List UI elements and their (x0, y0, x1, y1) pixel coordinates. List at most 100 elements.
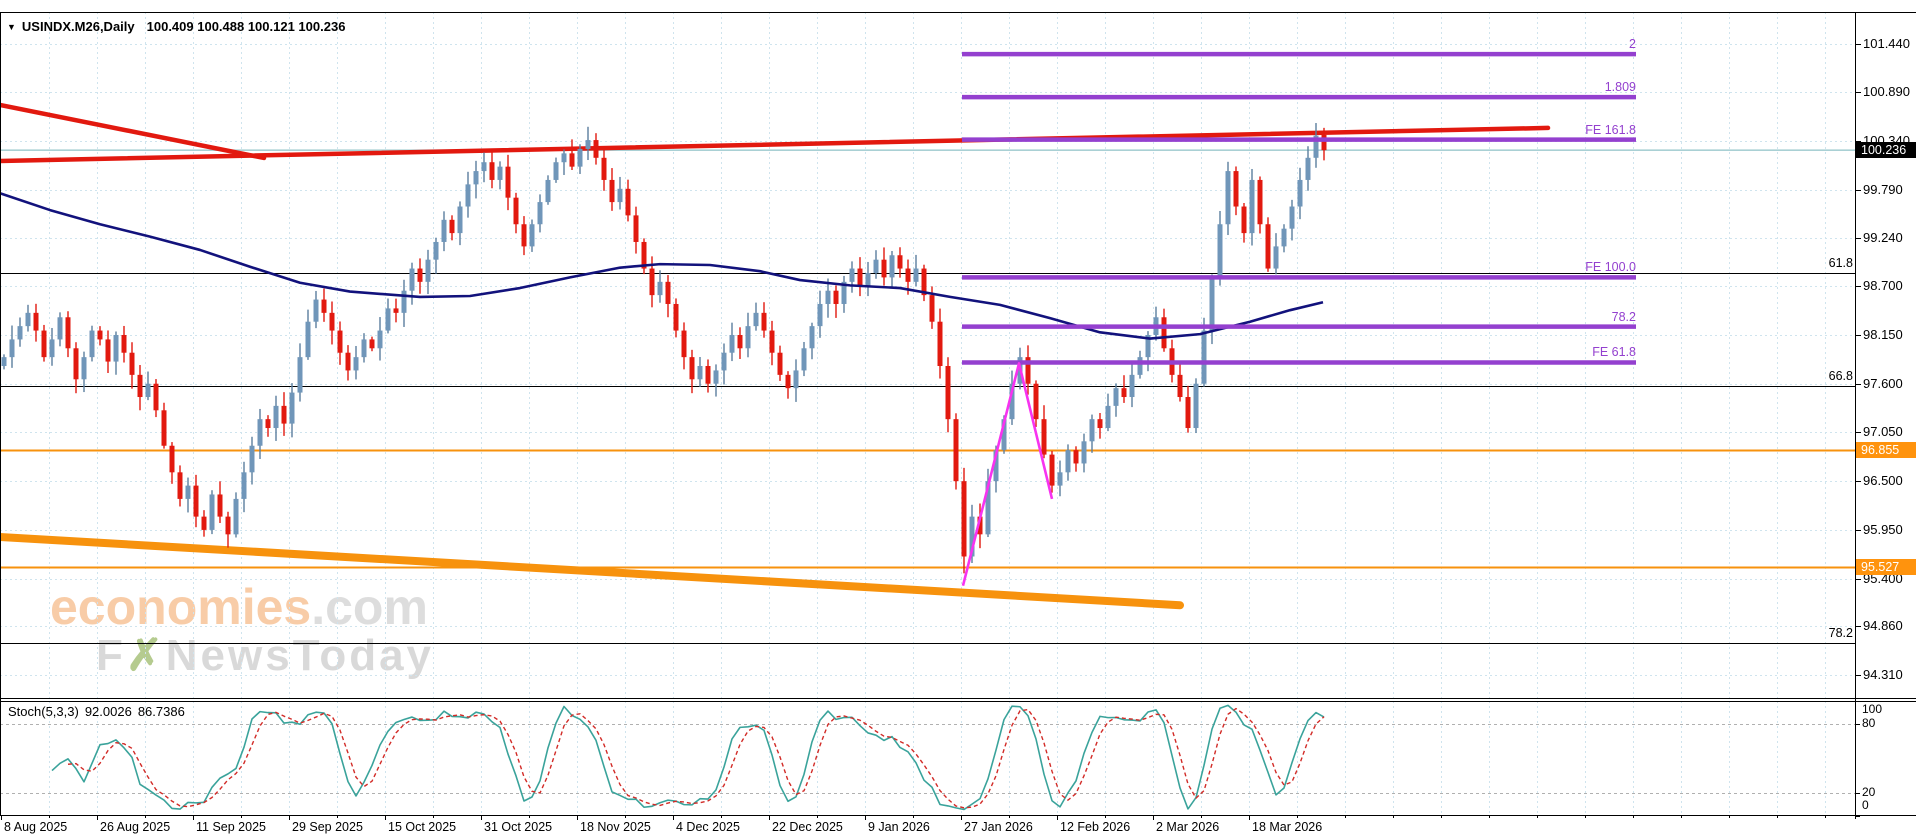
candle (929, 295, 935, 322)
candle (1161, 317, 1167, 349)
candle (697, 366, 703, 380)
candle (905, 268, 911, 282)
candle (737, 334, 743, 349)
candle (617, 188, 623, 203)
candle (849, 268, 855, 282)
candle (785, 374, 791, 389)
trendlines (0, 102, 1551, 610)
candle (289, 392, 295, 424)
candle (585, 140, 591, 149)
candle (921, 268, 927, 296)
candle (993, 450, 999, 482)
candle (969, 516, 975, 557)
candle (721, 352, 727, 371)
candle (377, 330, 383, 349)
stoch-k-line (51, 704, 1325, 811)
candle (577, 148, 583, 167)
candle (449, 219, 455, 234)
candle (425, 259, 431, 282)
price-axis-scale[interactable] (1856, 12, 1916, 815)
candle (265, 419, 271, 429)
candle (321, 299, 327, 313)
candle (601, 157, 607, 180)
candle (1201, 330, 1207, 384)
candle (665, 281, 671, 304)
candle (1209, 277, 1215, 331)
candle (865, 272, 871, 287)
candle (1081, 441, 1087, 464)
candle (457, 206, 463, 234)
candle (409, 268, 415, 291)
candle (1057, 472, 1063, 486)
candle (89, 330, 95, 358)
candle (609, 179, 615, 203)
candle (393, 308, 399, 313)
candle (41, 330, 47, 358)
candle (641, 241, 647, 269)
candle (385, 308, 391, 331)
candle (297, 357, 303, 393)
candle (841, 281, 847, 304)
candle (937, 321, 943, 367)
candle (633, 215, 639, 242)
candle (361, 339, 367, 358)
candle (305, 321, 311, 358)
candle (769, 330, 775, 353)
candle (217, 494, 223, 517)
candle (17, 326, 23, 340)
zigzag-line (961, 362, 1054, 587)
candle (169, 445, 175, 473)
candle (1121, 388, 1127, 398)
moving-average-line (0, 192, 1324, 340)
candle (833, 290, 839, 304)
candle (1129, 374, 1135, 398)
candle (65, 317, 71, 349)
candle (817, 303, 823, 327)
candle (1313, 135, 1319, 158)
candle (1097, 419, 1103, 429)
candle (873, 259, 879, 273)
candle (1241, 206, 1247, 234)
candle (145, 383, 151, 398)
candle (593, 140, 599, 158)
candle (1113, 388, 1119, 406)
candle (489, 162, 495, 180)
candle (137, 374, 143, 398)
candle (73, 348, 79, 380)
candle (745, 326, 751, 349)
candle (1105, 405, 1111, 429)
candle (201, 516, 207, 530)
candle (1257, 179, 1263, 225)
candles-layer (1, 123, 1327, 574)
candle (1049, 454, 1055, 486)
candle (1089, 419, 1095, 442)
candle (81, 357, 87, 380)
trendline-orange-support (0, 533, 1184, 610)
candle (1305, 157, 1311, 180)
time-axis-scale[interactable] (0, 815, 1855, 840)
candle (1225, 171, 1231, 225)
candle (257, 419, 263, 446)
candle (33, 312, 39, 331)
candle (1297, 179, 1303, 207)
candle (1233, 171, 1239, 207)
candle (1273, 246, 1279, 269)
candle (273, 405, 279, 429)
candle (97, 330, 103, 340)
candle (889, 255, 895, 278)
candle (545, 179, 551, 203)
candle (1185, 397, 1191, 429)
candle (121, 334, 127, 353)
candle (881, 259, 887, 278)
candle (1193, 383, 1199, 429)
candle (1001, 419, 1007, 451)
candle (1073, 450, 1079, 464)
candle (249, 445, 255, 473)
candle (761, 312, 767, 331)
candle (1281, 228, 1287, 247)
candle (1217, 224, 1223, 278)
candle (777, 352, 783, 375)
candle (1, 357, 7, 367)
